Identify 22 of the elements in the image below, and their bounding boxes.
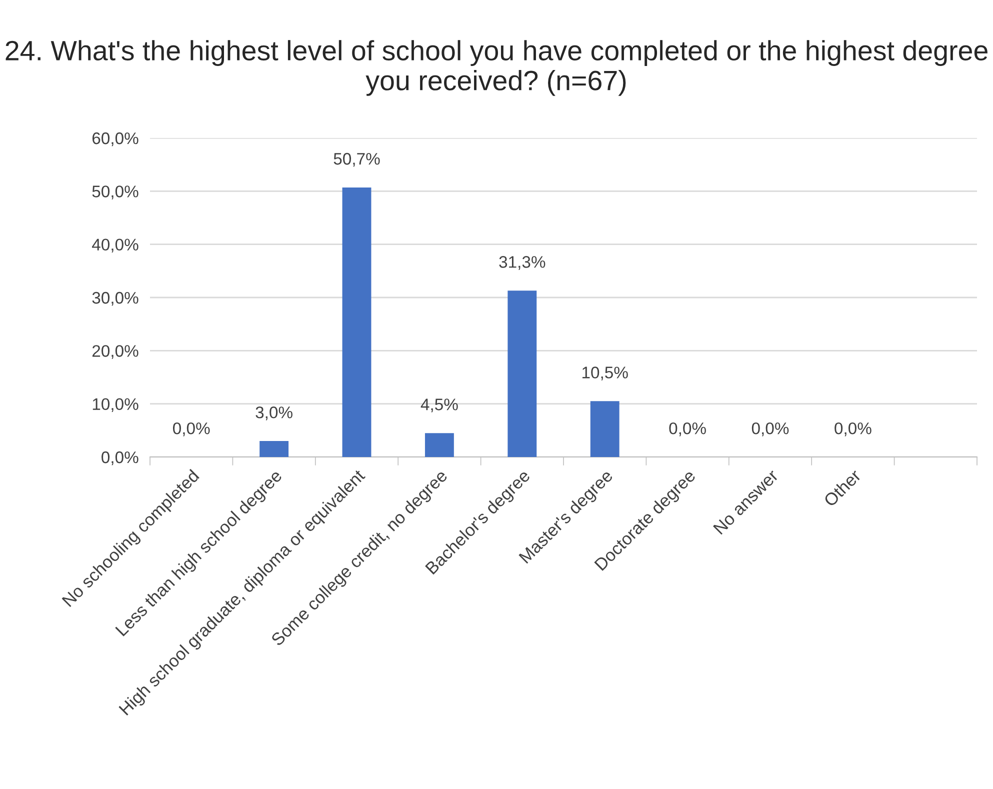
bar xyxy=(260,441,289,457)
y-tick-label: 50,0% xyxy=(92,186,138,200)
bar xyxy=(424,433,454,457)
y-tick-label: 10,0% xyxy=(92,398,138,412)
y-tick-label: 30,0% xyxy=(92,292,138,306)
data-label: 10,5% xyxy=(582,366,628,380)
data-label: 3,0% xyxy=(256,406,292,420)
y-tick-label: 60,0% xyxy=(92,132,138,146)
data-label: 0,0% xyxy=(834,422,872,436)
y-tick-label: 20,0% xyxy=(92,345,138,359)
y-tick-label: 40,0% xyxy=(92,238,138,253)
chart-title: 24. What's the highest level of school you have completed or the highest degree you received? (n=67) xyxy=(6,40,988,96)
bar xyxy=(508,290,537,457)
data-label: 0,0% xyxy=(752,422,789,436)
data-label: 50,7% xyxy=(334,152,380,167)
data-label: 31,3% xyxy=(499,256,546,270)
data-label: 0,0% xyxy=(173,422,210,436)
data-label: 4,5% xyxy=(420,398,458,412)
data-label: 0,0% xyxy=(669,422,706,436)
bar xyxy=(590,401,620,457)
y-tick-label: 0,0% xyxy=(102,451,138,466)
bar xyxy=(342,187,372,457)
